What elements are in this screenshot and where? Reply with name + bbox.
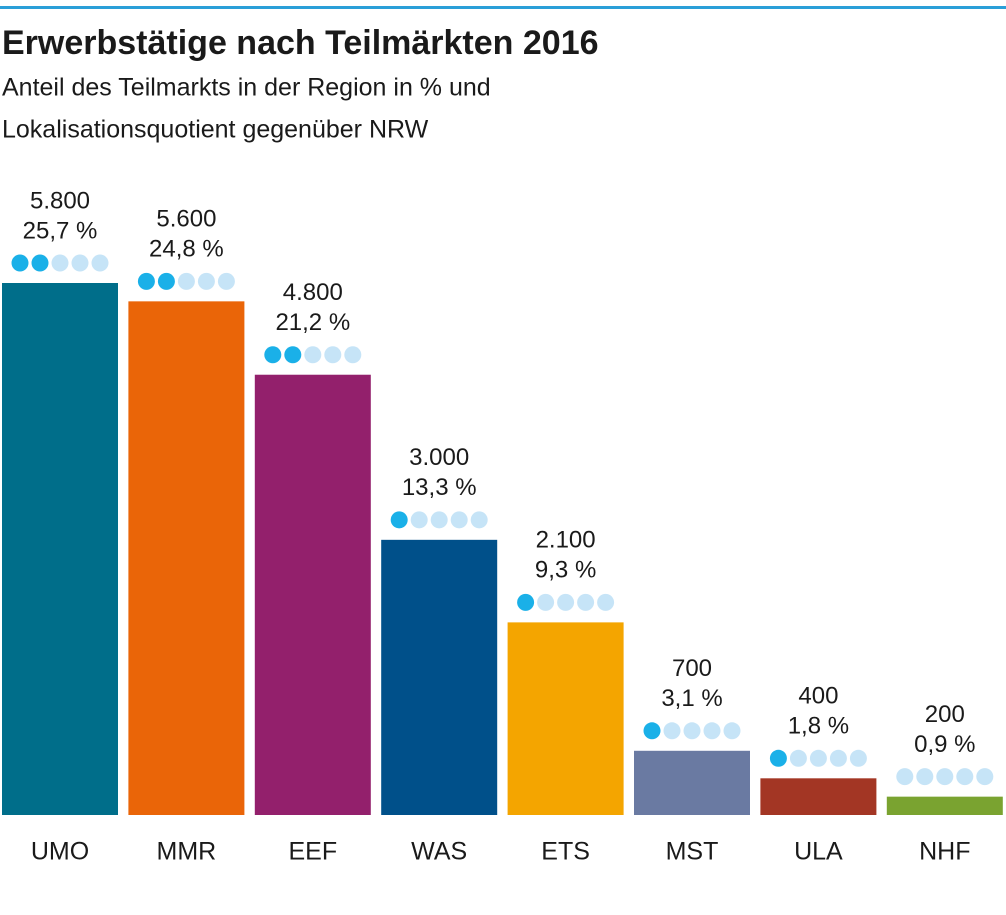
- quotient-dot: [264, 346, 282, 364]
- quotient-dot: [663, 722, 681, 740]
- quotient-dot: [450, 511, 468, 529]
- share-label: 24,8 %: [149, 236, 224, 263]
- x-tick-label: ETS: [541, 838, 590, 866]
- x-tick-label: MST: [666, 838, 719, 866]
- quotient-dot: [829, 749, 847, 767]
- x-tick-label: EEF: [288, 838, 337, 866]
- share-label: 3,1 %: [661, 685, 722, 712]
- quotient-dot: [703, 722, 721, 740]
- quotient-dot: [324, 346, 342, 364]
- share-label: 25,7 %: [23, 217, 98, 244]
- share-label: 21,2 %: [275, 309, 350, 336]
- value-label: 2.100: [536, 527, 596, 554]
- bar: [507, 622, 624, 815]
- bar: [2, 283, 118, 815]
- quotient-dot: [217, 272, 235, 290]
- x-tick-label: MMR: [157, 838, 217, 866]
- quotient-dot: [470, 511, 488, 529]
- bar: [381, 539, 498, 815]
- quotient-dot: [344, 346, 362, 364]
- quotient-dot: [683, 722, 701, 740]
- chart-title: Erwerbstätige nach Teilmärkten 2016: [2, 24, 599, 62]
- quotient-dot: [390, 511, 408, 529]
- quotient-dot: [197, 272, 215, 290]
- quotient-dot: [284, 346, 302, 364]
- share-label: 0,9 %: [914, 731, 975, 758]
- chart-subtitle: Anteil des Teilmarkts in der Region in %…: [2, 74, 491, 102]
- value-label: 400: [798, 683, 838, 710]
- quotient-dot: [517, 593, 535, 611]
- quotient-dot: [537, 593, 555, 611]
- share-label: 1,8 %: [788, 713, 849, 740]
- quotient-dot: [304, 346, 322, 364]
- quotient-dot: [769, 749, 787, 767]
- quotient-dot: [723, 722, 741, 740]
- quotient-dot: [976, 768, 994, 786]
- quotient-dot: [157, 272, 175, 290]
- top-rule: [0, 6, 1006, 9]
- quotient-dot: [71, 254, 89, 272]
- quotient-dot: [557, 593, 575, 611]
- quotient-dot: [137, 272, 155, 290]
- x-tick-label: WAS: [411, 838, 467, 866]
- chart-subtitle: Lokalisationsquotient gegenüber NRW: [2, 116, 429, 144]
- quotient-dot: [896, 768, 914, 786]
- quotient-dot: [597, 593, 615, 611]
- value-label: 700: [672, 655, 712, 682]
- quotient-dot: [51, 254, 69, 272]
- quotient-dot: [809, 749, 827, 767]
- quotient-dot: [577, 593, 595, 611]
- quotient-dot: [430, 511, 448, 529]
- quotient-dot: [91, 254, 109, 272]
- quotient-dot: [936, 768, 954, 786]
- bar: [886, 796, 1003, 815]
- bar: [760, 778, 877, 815]
- x-tick-label: NHF: [919, 838, 970, 866]
- value-label: 5.600: [156, 206, 216, 233]
- quotient-dot: [916, 768, 934, 786]
- value-label: 200: [925, 701, 965, 728]
- quotient-dot: [956, 768, 974, 786]
- quotient-dot: [11, 254, 29, 272]
- bar: [254, 374, 371, 815]
- quotient-dot: [177, 272, 195, 290]
- value-label: 4.800: [283, 279, 343, 306]
- share-label: 13,3 %: [402, 474, 477, 501]
- bar: [634, 750, 750, 815]
- value-label: 3.000: [409, 444, 469, 471]
- quotient-dot: [410, 511, 428, 529]
- quotient-dot: [643, 722, 661, 740]
- x-tick-label: ULA: [794, 838, 843, 866]
- bar: [128, 301, 245, 815]
- quotient-dot: [31, 254, 49, 272]
- share-label: 9,3 %: [535, 557, 596, 584]
- quotient-dot: [789, 749, 807, 767]
- quotient-dot: [849, 749, 867, 767]
- value-label: 5.800: [30, 187, 90, 214]
- x-tick-label: UMO: [31, 838, 89, 866]
